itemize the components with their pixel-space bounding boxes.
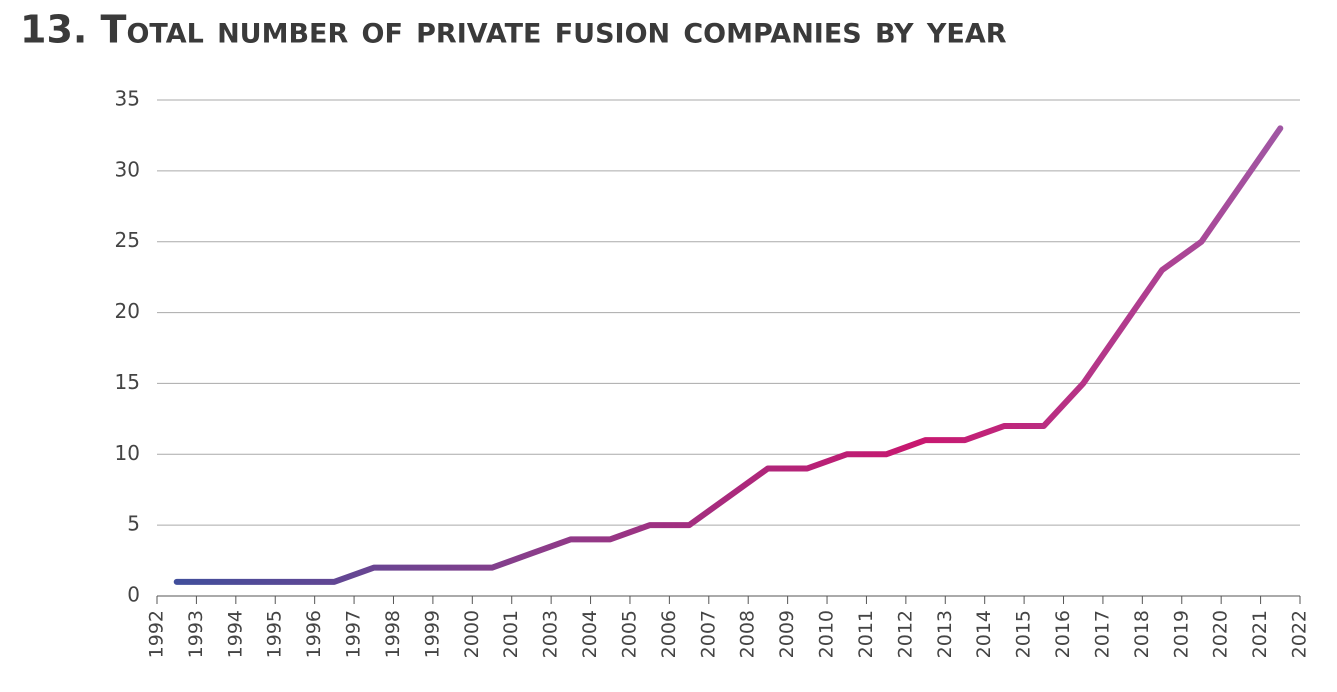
y-tick-label: 30 [115,157,140,181]
x-tick-label: 1998 [382,610,404,658]
x-tick-label: 2000 [461,610,483,658]
x-tick-label: 2019 [1170,610,1192,658]
x-tick-label: 2001 [500,610,522,658]
x-tick-label: 1997 [343,610,365,658]
y-tick-label: 35 [115,87,140,111]
x-tick-label: 2004 [579,610,601,658]
x-tick-label: 2007 [697,610,719,658]
x-tick-label: 2015 [1013,610,1035,658]
x-tick-label: 2003 [540,610,562,658]
x-tick-label: 2021 [1249,610,1271,658]
y-tick-label: 20 [115,299,140,323]
x-tick-label: 1994 [224,610,246,658]
data-line [173,125,1284,585]
x-tick-label: 1996 [303,610,325,658]
x-tick-label: 2017 [1091,610,1113,658]
x-tick-label: 2013 [934,610,956,658]
y-tick-label: 5 [127,512,140,536]
y-tick-label: 25 [115,228,140,252]
y-tick-label: 0 [127,583,140,607]
x-tick-label: 2006 [658,610,680,658]
x-tick-label: 2011 [855,610,877,658]
x-tick-label: 2016 [1052,610,1074,658]
x-tick-label: 2008 [737,610,759,658]
y-tick-label: 15 [115,370,140,394]
x-tick-label: 2022 [1289,610,1311,658]
x-tick-label: 2005 [618,610,640,658]
x-tick-label: 2012 [894,610,916,658]
y-tick-label: 10 [115,441,140,465]
x-tick-label: 1999 [421,610,443,658]
x-tick-label: 2009 [776,610,798,658]
x-tick-label: 2014 [973,610,995,658]
x-tick-label: 1993 [185,610,207,658]
x-tick-label: 1995 [264,610,286,658]
chart-title: 13. Total number of private fusion compa… [20,8,1007,52]
x-tick-label: 2010 [816,610,838,658]
x-tick-label: 2018 [1131,610,1153,658]
x-tick-label: 1992 [146,610,168,658]
x-tick-label: 2020 [1210,610,1232,658]
